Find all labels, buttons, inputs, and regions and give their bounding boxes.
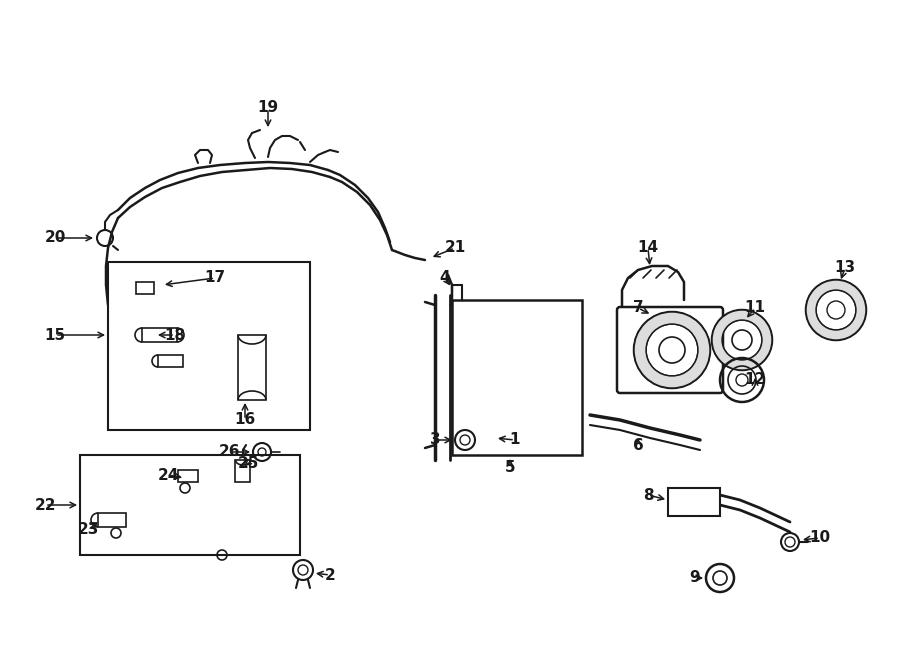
Bar	[108, 262, 310, 430]
Wedge shape	[712, 310, 772, 370]
Text: 23: 23	[77, 522, 99, 537]
Bar	[452, 300, 582, 455]
Bar	[80, 455, 300, 555]
Text: 21: 21	[445, 241, 465, 256]
Text: 17: 17	[204, 270, 226, 286]
Text: 16: 16	[234, 412, 256, 428]
Text: 5: 5	[505, 461, 516, 475]
Bar	[238, 335, 266, 400]
Text: 15: 15	[44, 327, 66, 342]
FancyBboxPatch shape	[617, 307, 723, 393]
Text: 3: 3	[429, 432, 440, 447]
Bar	[178, 470, 198, 482]
Text: 6: 6	[633, 438, 643, 453]
Text: 24: 24	[158, 467, 179, 483]
Bar	[142, 328, 177, 342]
Text: 14: 14	[637, 241, 659, 256]
Text: 8: 8	[643, 488, 653, 502]
Text: 9: 9	[689, 570, 700, 586]
Text: 13: 13	[834, 260, 856, 276]
Text: 2: 2	[325, 568, 336, 582]
Text: 11: 11	[744, 301, 766, 315]
Text: 20: 20	[44, 231, 66, 245]
Bar	[668, 488, 720, 516]
Text: 22: 22	[34, 498, 56, 512]
Bar	[235, 460, 250, 482]
Text: 4: 4	[440, 270, 450, 286]
Bar	[158, 355, 183, 367]
Bar	[136, 282, 154, 294]
Wedge shape	[634, 312, 710, 388]
Text: 10: 10	[809, 531, 831, 545]
Text: 12: 12	[744, 373, 766, 387]
Text: 26: 26	[220, 444, 241, 459]
Bar	[98, 513, 126, 527]
Text: 25: 25	[238, 455, 258, 471]
Text: 19: 19	[257, 100, 279, 116]
Text: 18: 18	[165, 327, 185, 342]
Text: 7: 7	[633, 301, 643, 315]
Text: 1: 1	[509, 432, 520, 447]
Wedge shape	[806, 280, 866, 340]
